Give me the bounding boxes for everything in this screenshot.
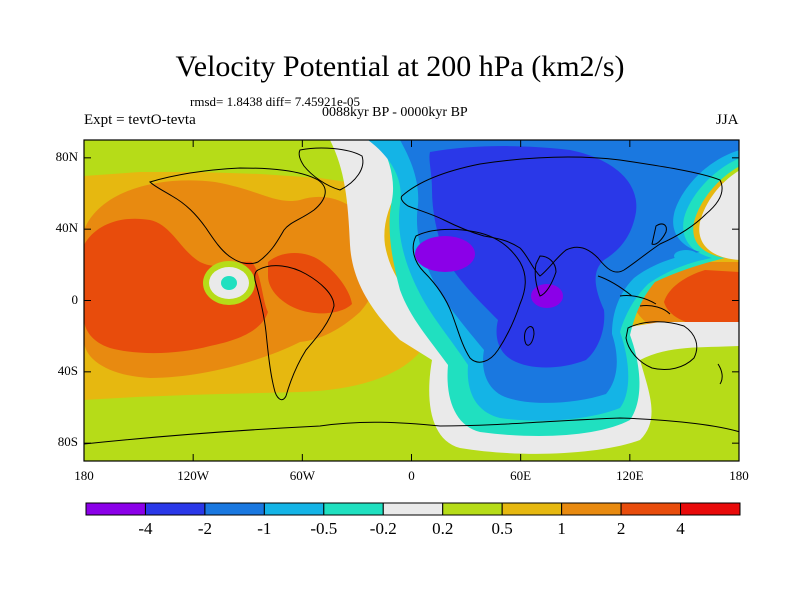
colorbar-label: 1 xyxy=(557,519,566,538)
stats-text: rmsd= 1.8438 diff= 7.45921e-05 xyxy=(190,94,361,109)
lat-tick-label: 40N xyxy=(55,220,78,236)
colorbar-swatch xyxy=(323,502,384,516)
colorbar-label: 2 xyxy=(616,519,626,538)
lat-tick-label: 40S xyxy=(57,362,78,378)
colorbar-swatch xyxy=(204,502,265,516)
season-label: JJA xyxy=(716,112,739,128)
colorbar-swatch xyxy=(85,502,146,516)
experiment-label: Expt = tevtO-tevta xyxy=(84,112,196,128)
lon-tick-label: 120E xyxy=(616,468,644,483)
colorbar-label: 0.2 xyxy=(432,519,454,538)
colorbar-label: -1 xyxy=(257,519,272,538)
colorbar-label: 0.5 xyxy=(491,519,513,538)
colorbar-swatch xyxy=(382,502,444,516)
lon-tick-label: 180 xyxy=(729,468,749,483)
coastlines xyxy=(84,147,739,445)
colorbar-swatch xyxy=(263,502,325,516)
colorbar-swatch xyxy=(442,502,503,516)
lon-tick-label: 60W xyxy=(289,468,315,483)
colorbar xyxy=(85,502,741,516)
colorbar-label: -0.2 xyxy=(369,519,397,538)
colorbar-swatch xyxy=(501,502,563,516)
lon-tick-label: 180 xyxy=(74,468,94,483)
colorbar-swatch xyxy=(680,502,741,516)
lat-tick-label: 80S xyxy=(57,434,78,450)
axis-ticks xyxy=(83,140,740,461)
colorbar-swatch xyxy=(561,502,622,516)
lon-tick-label: 0 xyxy=(408,468,415,483)
lon-tick-label: 60E xyxy=(510,468,532,483)
plot-title: Velocity Potential at 200 hPa (km2/s) xyxy=(175,50,625,83)
colorbar-swatch xyxy=(144,502,206,516)
lat-tick-label: 80N xyxy=(55,148,78,164)
lat-tick-label: 0 xyxy=(71,291,79,307)
period-text: 0088kyr BP - 0000kyr BP xyxy=(322,105,468,120)
colorbar-label: 4 xyxy=(676,519,685,538)
contour-fill xyxy=(84,140,739,461)
colorbar-label: -4 xyxy=(138,519,153,538)
colorbar-swatch xyxy=(620,502,682,516)
colorbar-label: -0.5 xyxy=(310,519,338,538)
colorbar-label: -2 xyxy=(197,519,212,538)
lon-tick-label: 120W xyxy=(177,468,210,483)
